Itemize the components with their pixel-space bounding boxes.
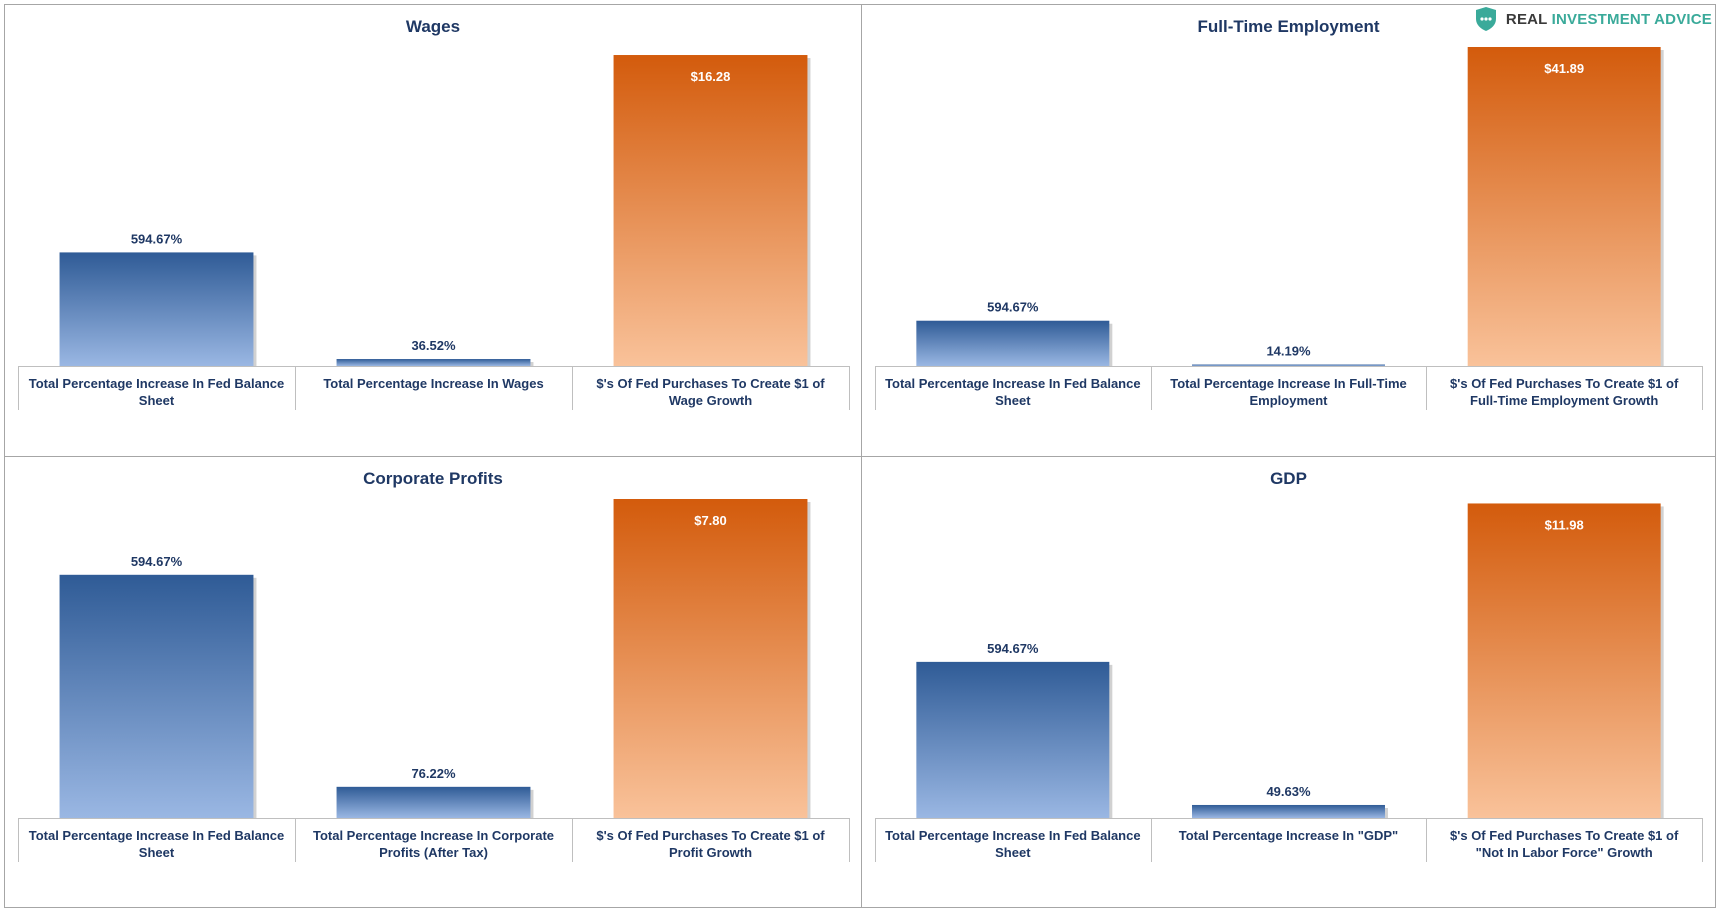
panel-gdp: GDP 594.67% Total Percentage Increase In … (862, 457, 1715, 907)
category-label: Profits (After Tax) (379, 845, 488, 860)
category-label: Sheet (995, 845, 1031, 860)
brand-name-part2: INVESTMENT ADVICE (1551, 10, 1712, 28)
bar (916, 320, 1110, 366)
category-label: Total Percentage Increase In Corporate (313, 828, 554, 843)
category-label: Wage Growth (669, 393, 752, 408)
chart-grid: Wages 594.67% Total Percentage Increase I… (4, 4, 1716, 908)
data-label: $11.98 (1545, 517, 1584, 532)
category-label: Total Percentage Increase In "GDP" (1179, 828, 1398, 843)
chart-title: Wages (405, 17, 461, 36)
bar (1192, 804, 1385, 818)
category-label: Total Percentage Increase In Wages (323, 376, 543, 391)
category-label: Total Percentage Increase In Fed Balance (885, 828, 1141, 843)
bar (336, 786, 531, 818)
data-label: 594.67% (131, 231, 183, 246)
bar (613, 499, 808, 818)
data-label: 14.19% (1266, 344, 1311, 359)
category-label: $'s Of Fed Purchases To Create $1 of (1450, 376, 1679, 391)
category-label: $'s Of Fed Purchases To Create $1 of (596, 828, 825, 843)
chart-title: Corporate Profits (363, 469, 503, 488)
bar (1467, 47, 1661, 366)
bar (59, 252, 254, 366)
category-label: Sheet (995, 393, 1031, 408)
data-label: 49.63% (1266, 784, 1311, 799)
bar-chart: 594.67% Total Percentage Increase In Fed … (18, 55, 850, 410)
bar (59, 574, 254, 818)
data-label: $41.89 (1544, 61, 1584, 76)
data-label: 76.22% (411, 766, 456, 781)
bar (1467, 503, 1661, 818)
category-label: Total Percentage Increase In Fed Balance (29, 828, 285, 843)
chart-title: GDP (1270, 469, 1307, 488)
shield-chat-icon (1475, 7, 1496, 31)
bar (336, 359, 531, 366)
bar-chart: 594.67% Total Percentage Increase In Fed … (875, 503, 1703, 862)
category-label: Total Percentage Increase In Fed Balance (29, 376, 285, 391)
panel-corporate-profits: Corporate Profits 594.67% Total Percentag… (5, 457, 862, 907)
category-label: $'s Of Fed Purchases To Create $1 of (596, 376, 825, 391)
bar-chart: 594.67% Total Percentage Increase In Fed … (18, 499, 850, 862)
bar-chart: 594.67% Total Percentage Increase In Fed … (875, 47, 1703, 410)
category-label: Total Percentage Increase In Full-Time (1170, 376, 1406, 391)
category-label: Employment (1249, 393, 1328, 408)
category-label: Profit Growth (669, 845, 752, 860)
category-label: Sheet (139, 845, 175, 860)
data-label: 594.67% (987, 300, 1039, 315)
category-label: "Not In Labor Force" Growth (1476, 845, 1653, 860)
panel-full-time-employment: Full-Time Employment 594.67% Total Percen… (862, 5, 1715, 457)
bar (1192, 364, 1385, 366)
category-label: Full-Time Employment Growth (1470, 393, 1658, 408)
data-label: $16.28 (691, 69, 731, 84)
brand-name-part1: REAL (1505, 10, 1552, 28)
data-label: 36.52% (411, 338, 456, 353)
data-label: 594.67% (987, 641, 1039, 656)
brand-name: REAL INVESTMENT ADVICE (1506, 11, 1712, 28)
brand-logo: REAL INVESTMENT ADVICE (1474, 6, 1712, 32)
bar (613, 55, 808, 366)
category-label: $'s Of Fed Purchases To Create $1 of (1450, 828, 1679, 843)
chart-title: Full-Time Employment (1197, 17, 1380, 36)
category-label: Total Percentage Increase In Fed Balance (885, 376, 1141, 391)
category-label: Sheet (139, 393, 175, 408)
data-label: $7.80 (694, 513, 727, 528)
panel-wages: Wages 594.67% Total Percentage Increase I… (5, 5, 862, 457)
data-label: 594.67% (131, 554, 183, 569)
bar (916, 661, 1110, 818)
